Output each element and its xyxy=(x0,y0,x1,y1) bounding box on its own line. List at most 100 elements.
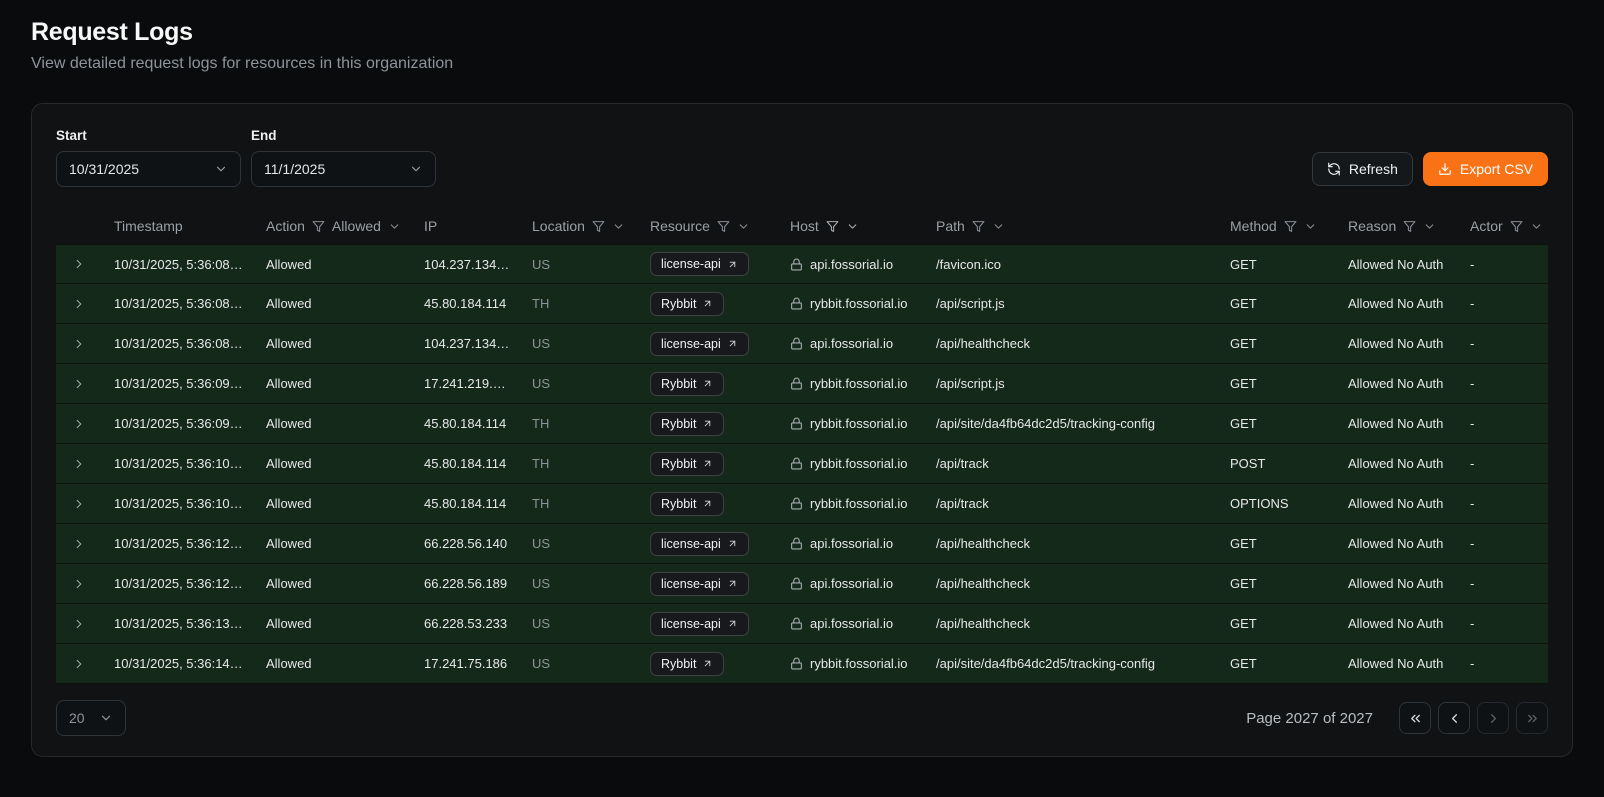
cell-actor: - xyxy=(1470,456,1475,471)
cell-resource: license-api xyxy=(640,611,780,636)
chevron-right-icon xyxy=(76,339,82,348)
expand-row-button[interactable] xyxy=(56,253,90,275)
expand-row-button[interactable] xyxy=(56,333,90,355)
expand-row-button[interactable] xyxy=(56,653,90,675)
export-csv-button[interactable]: Export CSV xyxy=(1422,152,1548,186)
chevron-down-icon[interactable] xyxy=(1304,220,1317,233)
filter-icon[interactable] xyxy=(826,220,839,233)
cell-timestamp: 10/31/2025, 5:36:12 PM xyxy=(114,576,253,591)
log-row[interactable]: 10/31/2025, 5:36:08 PM Allowed 104.237.134… xyxy=(56,324,1548,364)
resource-badge[interactable]: license-api xyxy=(650,571,749,596)
filter-icon[interactable] xyxy=(972,220,985,233)
cell-path: /api/healthcheck xyxy=(936,536,1030,551)
column-header-location: Location xyxy=(522,218,640,234)
cell-location: US xyxy=(532,656,551,671)
log-row[interactable]: 10/31/2025, 5:36:10 PM Allowed 45.80.184.1… xyxy=(56,484,1548,524)
cell-host: rybbit.fossorial.io xyxy=(780,416,926,431)
resource-badge[interactable]: license-api xyxy=(650,331,749,356)
cell-resource: license-api xyxy=(640,331,780,356)
chevron-down-icon xyxy=(411,166,421,172)
refresh-button[interactable]: Refresh xyxy=(1311,152,1413,186)
expand-row-button[interactable] xyxy=(56,453,90,475)
resource-badge[interactable]: Rybbit xyxy=(650,491,725,516)
expand-row-button[interactable] xyxy=(56,573,90,595)
cell-path: /api/healthcheck xyxy=(936,336,1030,351)
previous-page-button[interactable] xyxy=(1438,702,1470,734)
chevron-down-icon[interactable] xyxy=(992,220,1005,233)
cell-ip: 45.80.184.114 xyxy=(424,416,507,431)
resource-badge[interactable]: Rybbit xyxy=(650,451,725,476)
action-filter-value[interactable]: Allowed xyxy=(331,218,381,234)
chevron-right-icon xyxy=(76,379,82,388)
cell-location: US xyxy=(532,576,551,591)
cell-method: GET xyxy=(1230,536,1257,551)
expand-row-button[interactable] xyxy=(56,293,90,315)
chevron-down-icon[interactable] xyxy=(846,220,859,233)
filter-icon[interactable] xyxy=(1403,220,1416,233)
resource-badge[interactable]: license-api xyxy=(650,252,749,276)
chevron-right-icon xyxy=(76,659,82,668)
chevron-down-icon[interactable] xyxy=(388,220,401,233)
cell-actor: - xyxy=(1470,416,1475,431)
log-row[interactable]: 10/31/2025, 5:36:12 PM Allowed 66.228.56.1… xyxy=(56,524,1548,564)
resource-name: license-api xyxy=(661,576,721,591)
toolbar: Start 10/31/2025 End 11/1/2025 Refresh xyxy=(56,128,1548,187)
resource-badge[interactable]: Rybbit xyxy=(650,291,725,316)
log-row[interactable]: 10/31/2025, 5:36:13 PM Allowed 66.228.53.2… xyxy=(56,604,1548,644)
cell-location: US xyxy=(532,616,551,631)
column-label-reason: Reason xyxy=(1348,218,1397,234)
filter-icon[interactable] xyxy=(1510,220,1523,233)
resource-badge[interactable]: license-api xyxy=(650,611,749,636)
end-date-select[interactable]: 11/1/2025 xyxy=(251,151,436,187)
cell-expander xyxy=(56,493,104,515)
chevron-right-icon xyxy=(76,459,82,468)
filter-icon[interactable] xyxy=(717,220,730,233)
log-row[interactable]: 10/31/2025, 5:36:10 PM Allowed 45.80.184.1… xyxy=(56,444,1548,484)
resource-badge[interactable]: license-api xyxy=(650,531,749,556)
cell-reason: Allowed No Auth xyxy=(1348,256,1444,272)
external-link-icon xyxy=(705,300,711,307)
cell-reason: Allowed No Auth xyxy=(1348,296,1444,311)
filter-icon[interactable] xyxy=(1284,220,1297,233)
cell-method: GET xyxy=(1230,576,1257,591)
resource-badge[interactable]: Rybbit xyxy=(650,651,725,676)
lock-icon xyxy=(791,497,802,510)
chevron-down-icon[interactable] xyxy=(737,220,750,233)
resource-badge[interactable]: Rybbit xyxy=(650,411,725,436)
cell-actor: - xyxy=(1470,256,1475,272)
filter-icon[interactable] xyxy=(312,220,325,233)
start-date-select[interactable]: 10/31/2025 xyxy=(56,151,241,187)
log-row[interactable]: 10/31/2025, 5:36:09 PM Allowed 17.241.219.… xyxy=(56,364,1548,404)
download-icon xyxy=(1439,163,1451,175)
expand-row-button[interactable] xyxy=(56,493,90,515)
log-row[interactable]: 10/31/2025, 5:36:09 PM Allowed 45.80.184.1… xyxy=(56,404,1548,444)
expand-row-button[interactable] xyxy=(56,613,90,635)
start-date-value: 10/31/2025 xyxy=(69,161,140,177)
filter-icon[interactable] xyxy=(592,220,605,233)
cell-reason: Allowed No Auth xyxy=(1348,336,1444,351)
host-text: rybbit.fossorial.io xyxy=(810,416,908,431)
cell-resource: license-api xyxy=(640,531,780,556)
log-row[interactable]: 10/31/2025, 5:36:14 PM Allowed 17.241.75.1… xyxy=(56,644,1548,684)
chevron-down-icon[interactable] xyxy=(1530,220,1543,233)
log-row[interactable]: 10/31/2025, 5:36:08 PM Allowed 45.80.184.1… xyxy=(56,284,1548,324)
log-row[interactable]: 10/31/2025, 5:36:08 PM Allowed 104.237.134… xyxy=(56,244,1548,284)
first-page-button[interactable] xyxy=(1399,702,1431,734)
resource-badge[interactable]: Rybbit xyxy=(650,371,725,396)
expand-row-button[interactable] xyxy=(56,413,90,435)
last-page-button[interactable] xyxy=(1516,702,1548,734)
cell-reason: Allowed No Auth xyxy=(1348,376,1444,391)
expand-row-button[interactable] xyxy=(56,373,90,395)
chevron-down-icon[interactable] xyxy=(612,220,625,233)
cell-method: GET xyxy=(1230,296,1257,311)
cell-host: api.fossorial.io xyxy=(780,536,926,551)
log-row[interactable]: 10/31/2025, 5:36:12 PM Allowed 66.228.56.1… xyxy=(56,564,1548,604)
chevron-down-icon[interactable] xyxy=(1423,220,1436,233)
page-size-select[interactable]: 20 xyxy=(56,700,126,736)
cell-action: Allowed xyxy=(266,496,312,511)
column-header-host: Host xyxy=(780,218,926,234)
cell-host: api.fossorial.io xyxy=(780,257,926,272)
next-page-button[interactable] xyxy=(1477,702,1509,734)
column-label-timestamp: Timestamp xyxy=(114,218,183,234)
expand-row-button[interactable] xyxy=(56,533,90,555)
